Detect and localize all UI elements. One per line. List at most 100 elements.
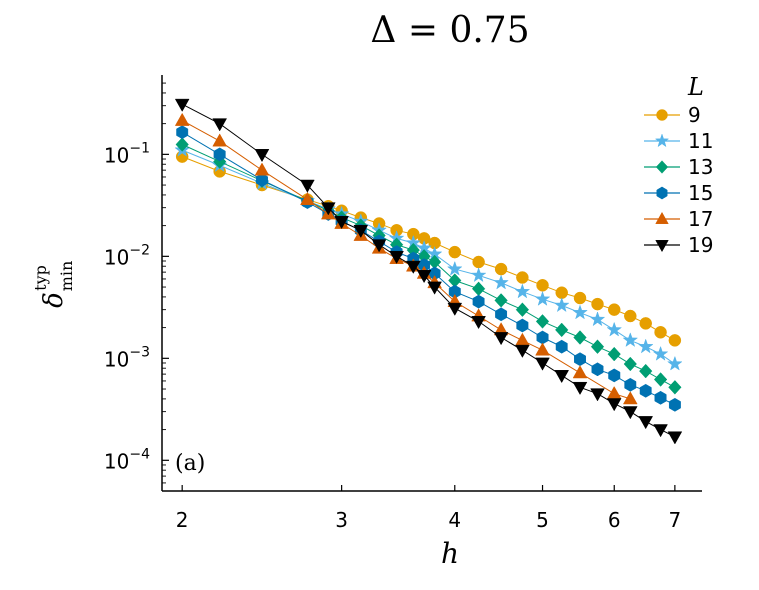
data-point	[493, 332, 509, 346]
data-point	[607, 346, 621, 362]
y-axis-label-base: δ	[39, 292, 69, 308]
legend-item: 11	[644, 129, 713, 153]
y-tick-label: 10−4	[104, 446, 150, 473]
series-line	[181, 120, 631, 400]
data-point	[494, 262, 508, 276]
data-point	[656, 109, 668, 121]
y-tick-label: 10−1	[104, 140, 150, 167]
y-axis-label-sub: min	[57, 261, 76, 292]
data-point	[389, 250, 404, 265]
data-point	[254, 162, 270, 176]
data-point	[573, 291, 587, 305]
data-point	[300, 179, 315, 193]
series-layer	[174, 98, 683, 445]
series-15	[176, 125, 681, 412]
data-point	[516, 271, 529, 284]
data-point	[300, 191, 315, 205]
data-point	[654, 133, 670, 148]
data-point	[572, 365, 588, 379]
data-point	[213, 147, 226, 162]
data-point	[212, 133, 228, 147]
x-tick-label: 6	[608, 508, 621, 532]
data-point	[493, 274, 509, 290]
legend-label: 9	[688, 103, 701, 127]
legend-label: 17	[688, 207, 713, 231]
data-point	[534, 290, 551, 306]
data-point	[515, 332, 530, 346]
data-point	[334, 216, 349, 230]
x-tick-label: 5	[536, 508, 549, 532]
panel-label: (a)	[175, 451, 205, 476]
data-point	[472, 255, 485, 269]
data-point	[405, 260, 421, 274]
data-point	[666, 355, 683, 371]
data-point	[590, 339, 605, 354]
legend-label: 15	[688, 181, 713, 205]
data-point	[655, 211, 669, 224]
data-point	[639, 383, 652, 398]
data-point	[668, 397, 681, 412]
data-point	[175, 137, 189, 152]
data-point	[555, 286, 568, 299]
data-point	[254, 149, 270, 163]
legend-item: 15	[644, 181, 713, 205]
x-tick-label: 4	[448, 508, 461, 532]
data-point	[448, 245, 462, 259]
data-point	[447, 302, 463, 316]
legend-label: 11	[688, 129, 713, 153]
legend-title: L	[687, 73, 704, 101]
data-point	[470, 267, 487, 283]
data-point	[654, 326, 667, 339]
y-tick-label: 10−2	[104, 242, 150, 269]
x-tick-label: 3	[335, 508, 348, 532]
data-point	[654, 390, 667, 405]
data-point	[637, 338, 654, 354]
data-point	[416, 270, 432, 284]
data-point	[652, 345, 669, 361]
data-point	[655, 160, 669, 174]
data-point	[607, 303, 621, 316]
data-point	[536, 279, 549, 292]
data-point	[624, 309, 637, 323]
data-point	[572, 304, 588, 320]
data-point	[471, 316, 486, 330]
data-point	[622, 406, 638, 420]
svg-text:δ: δ	[39, 292, 69, 308]
y-tick-label: 10−3	[104, 344, 150, 371]
x-tick-label: 7	[668, 508, 681, 532]
data-point	[639, 317, 652, 330]
data-point	[371, 239, 387, 253]
data-point	[624, 377, 637, 392]
y-axis-label-sup: typ	[31, 265, 50, 291]
data-point	[516, 318, 529, 333]
data-point	[446, 260, 463, 276]
x-axis-label: h	[441, 537, 459, 570]
data-point	[639, 363, 653, 379]
data-point	[554, 370, 570, 384]
data-point	[515, 344, 530, 358]
data-point	[495, 307, 508, 322]
data-point	[668, 380, 682, 395]
data-point	[606, 398, 622, 412]
data-point	[555, 322, 569, 338]
data-point	[213, 154, 227, 169]
data-point	[622, 332, 639, 348]
data-point	[535, 314, 550, 329]
series-17	[174, 112, 638, 405]
legend-item: 17	[644, 207, 713, 231]
data-point	[623, 356, 637, 372]
data-point	[655, 240, 669, 253]
data-point	[535, 342, 550, 356]
data-point	[174, 98, 190, 112]
y-axis-ticks: 10−1 10−2 10−3 10−4	[104, 82, 169, 492]
data-point	[656, 186, 668, 200]
data-point	[427, 281, 442, 295]
data-point	[591, 362, 604, 377]
y-axis-label: δ typ min	[31, 261, 76, 308]
data-point	[174, 112, 190, 126]
data-point	[573, 330, 587, 345]
chart-title: Δ = 0.75	[370, 10, 529, 51]
data-point	[572, 381, 588, 396]
data-point	[667, 431, 683, 445]
